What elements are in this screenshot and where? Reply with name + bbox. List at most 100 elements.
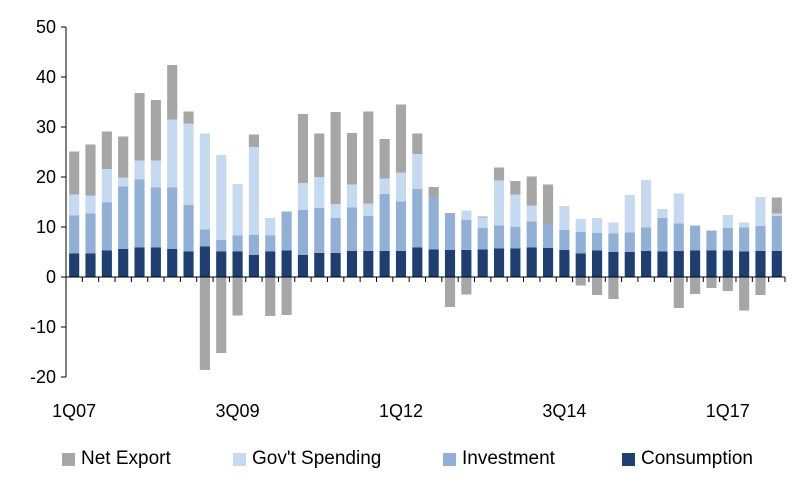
bar-gov-t-spending-4q15 [641,180,652,228]
bar-net-export-1q08 [134,93,145,161]
legend-swatch-consumption [622,452,635,466]
y-tick-label: -20 [30,367,56,387]
bar-gov-t-spending-4q11 [379,178,390,194]
bar-consumption-1q08 [134,247,145,277]
bar-gov-t-spending-1q14 [526,205,537,222]
bar-net-export-4q17 [771,197,782,214]
y-tick-label: 0 [46,267,56,287]
bar-gov-t-spending-1q12 [395,172,407,202]
bar-net-export-4q16 [706,277,717,288]
bar-net-export-3q09 [232,277,243,316]
bar-net-export-1q13 [461,277,472,295]
bar-consumption-2q07 [85,253,96,277]
bar-net-export-3q08 [167,65,178,120]
bar-consumption-2q09 [216,251,227,277]
bar-net-export-3q13 [493,167,505,181]
bar-net-export-3q11 [363,111,374,204]
bar-consumption-2q10 [281,250,292,277]
bar-net-export-2q15 [608,277,619,299]
bar-consumption-1q07 [69,253,80,277]
bar-consumption-3q16 [690,250,701,277]
bar-investment-4q17 [771,216,782,251]
bar-gov-t-spending-4q14 [575,219,586,232]
bar-consumption-4q14 [575,253,586,277]
bar-net-export-1q12 [395,104,407,173]
bar-investment-1q16 [657,218,668,252]
bar-net-export-4q13 [510,181,521,195]
bar-consumption-4q12 [444,250,456,277]
bar-gov-t-spending-1q09 [199,133,210,230]
legend-label-investment: Investment [462,448,555,469]
bar-gov-t-spending-2q13 [477,217,488,228]
bar-investment-1q09 [199,229,210,247]
bar-investment-3q10 [297,210,309,255]
bar-investment-1q12 [395,201,407,251]
bar-consumption-4q08 [183,251,194,277]
bar-consumption-2q14 [542,248,554,277]
bar-gov-t-spending-3q11 [363,203,374,216]
bar-net-export-2q09 [216,277,227,353]
bar-consumption-3q17 [755,251,766,277]
bar-gov-t-spending-2q17 [739,222,750,228]
bar-net-export-1q15 [592,277,603,295]
bar-consumption-3q12 [428,249,439,277]
legend-label-govt-spending: Gov't Spending [252,448,382,469]
bar-consumption-3q13 [493,248,505,277]
bar-gov-t-spending-2q12 [412,154,423,189]
bar-investment-2q14 [542,224,554,248]
bar-investment-2q12 [412,189,423,248]
bar-consumption-4q17 [771,251,782,277]
bar-gov-t-spending-1q17 [722,215,733,228]
bar-investment-3q09 [232,235,243,252]
bar-consumption-2q12 [412,247,423,277]
x-tick-label: 3Q14 [542,401,586,421]
x-tick-label: 1Q17 [706,401,750,421]
bar-gov-t-spending-3q09 [232,184,243,236]
bar-gov-t-spending-2q16 [673,193,684,224]
bar-net-export-2q12 [412,133,423,154]
bar-gov-t-spending-1q08 [134,160,145,180]
bar-net-export-1q09 [199,277,210,370]
bar-investment-1q07 [69,215,80,254]
y-tick-label: 10 [36,217,56,237]
x-tick-label: 3Q09 [216,401,260,421]
bar-gov-t-spending-1q11 [330,204,341,218]
bar-consumption-2q17 [739,251,750,277]
bar-consumption-1q11 [330,253,341,277]
legend-item-investment: Investment [443,448,555,470]
bar-net-export-4q10 [314,133,325,177]
bar-gov-t-spending-4q13 [510,194,521,227]
bar-investment-1q11 [330,218,341,253]
bar-consumption-1q15 [592,250,603,277]
bar-investment-2q07 [85,213,96,254]
bar-gov-t-spending-3q10 [297,183,309,210]
bar-consumption-3q15 [624,252,635,277]
bar-consumption-2q13 [477,249,488,277]
bar-consumption-3q11 [363,251,374,277]
bar-investment-3q15 [624,232,635,252]
bar-net-export-1q11 [330,112,341,204]
axes-layer [61,26,786,378]
bar-consumption-1q17 [722,250,733,277]
bar-investment-3q17 [755,226,766,251]
bar-gov-t-spending-3q07 [101,169,112,203]
bar-net-export-4q12 [444,277,456,307]
bar-gov-t-spending-2q11 [346,184,358,208]
bar-investment-3q16 [690,225,701,251]
bar-consumption-3q07 [101,250,112,277]
bar-investment-4q08 [183,205,194,252]
bar-gov-t-spending-4q17 [771,213,782,216]
bar-investment-2q10 [281,211,292,251]
bar-gov-t-spending-3q13 [493,180,505,226]
bar-net-export-3q16 [690,277,701,294]
bar-gov-t-spending-4q09 [248,147,259,235]
bar-consumption-1q16 [657,251,668,277]
bar-net-export-3q10 [297,114,309,183]
bar-net-export-1q14 [526,176,537,206]
bar-gov-t-spending-3q08 [167,119,178,188]
bar-consumption-4q07 [118,249,129,277]
bar-net-export-2q08 [150,100,161,161]
bar-investment-2q09 [216,240,227,252]
legend-item-net-export: Net Export [62,448,171,470]
